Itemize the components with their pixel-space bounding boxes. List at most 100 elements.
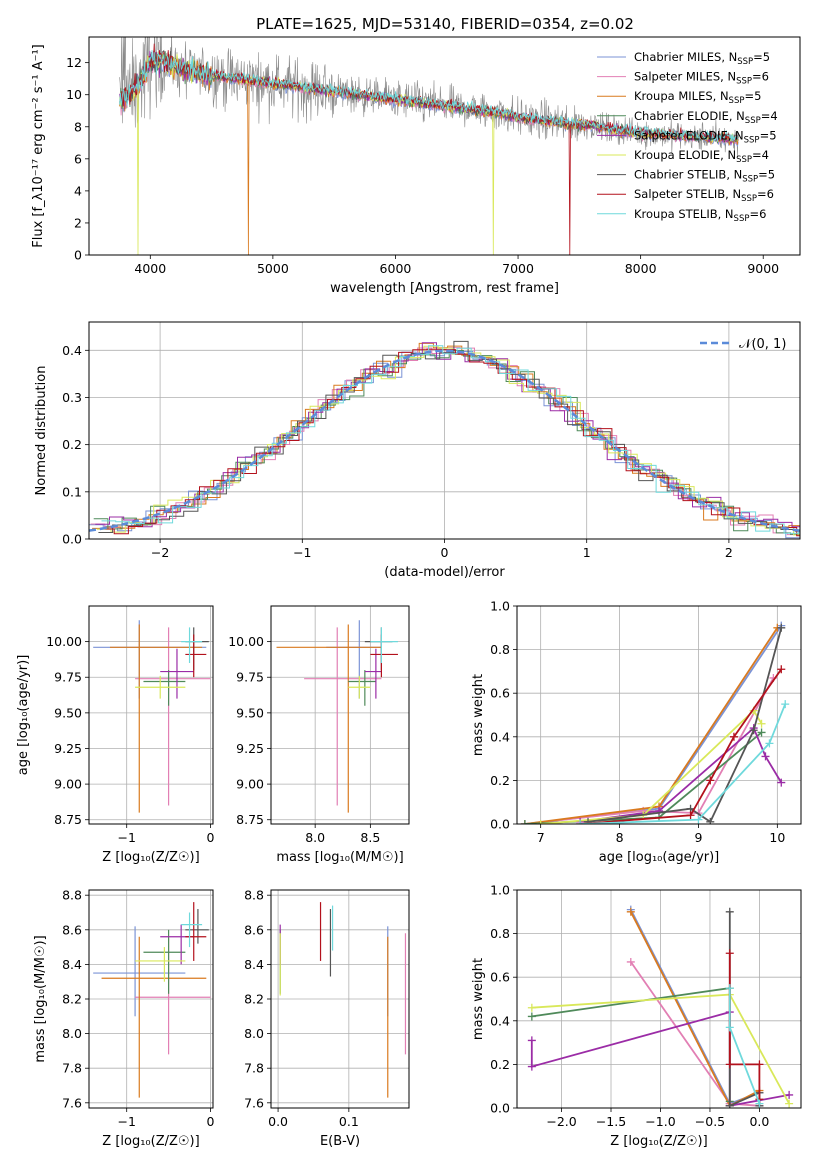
age-vs-mass-xlabel: mass [log₁₀(M/M☉)] [276, 850, 403, 865]
mass-vs-ebv-xtick-label: 0.0 [268, 1114, 288, 1129]
residuals-ytick-label: 0.4 [62, 343, 82, 358]
legend-tail: =5 [760, 128, 777, 142]
age-vs-mass-ytick-label: 9.00 [236, 777, 264, 792]
age-vs-mass-panel: 8.0 8.5 8.75 9.00 9.25 9.50 9.75 10.00 mass [log… [228, 605, 410, 865]
spectrum-panel: 4000 5000 6000 7000 8000 9000 0 2 4 6 8 10 12 wavelen… [31, 36, 801, 296]
spectrum-xtick-label: 8000 [625, 261, 657, 276]
age-vs-Z-xtick-label: 0 [207, 830, 215, 845]
mass-weight-marker [725, 907, 734, 916]
legend-subscript: SSP [745, 116, 761, 126]
mass-vs-ebv-ytick-label: 8.2 [244, 992, 264, 1007]
residual-histogram [90, 347, 800, 536]
spectrum-xlabel: wavelength [Angstrom, rest frame] [330, 281, 559, 296]
age-vs-mass-frame [270, 605, 410, 825]
legend-tail: =6 [757, 187, 774, 201]
mass-weight-marker [584, 817, 592, 824]
mass-weight-vs-age-ylabel: mass weight [471, 674, 486, 756]
age-vs-mass-ytick-label: 9.75 [236, 670, 264, 685]
mass-weight-vs-age-ytick-label: 0.6 [490, 686, 510, 701]
age-vs-mass-xtick-label: 8.0 [305, 830, 325, 845]
legend-label: Kroupa MILES, N [634, 89, 729, 103]
mass-vs-ebv-ytick-label: 8.6 [244, 922, 264, 937]
mass-weight-marker [725, 984, 734, 993]
legend-entry: Kroupa MILES, NSSP=5 [634, 89, 761, 106]
legend-label: Chabrier MILES, N [634, 50, 737, 64]
mass-weight-marker [536, 820, 545, 824]
mass-weight-marker [725, 1060, 734, 1069]
mass-weight-marker [725, 949, 734, 958]
age-vs-mass-plot-area [276, 620, 398, 813]
mass-weight-vs-age-xtick-label: 7 [537, 830, 545, 845]
mass-weight-vs-Z-panel: −2.0 −1.5 −1.0 −0.5 0.0 0.0 0.2 0.4 0.6 0.8 1.0 Z [… [471, 883, 802, 1149]
mass-vs-Z-ytick-label: 8.6 [62, 922, 82, 937]
mass-weight-marker [626, 907, 635, 916]
mass-weight-marker [785, 1099, 794, 1108]
mass-vs-Z-ytick-label: 8.2 [62, 992, 82, 1007]
mass-weight-marker [686, 811, 695, 820]
legend-entry: Kroupa ELODIE, NSSP=4 [634, 148, 769, 165]
mass-weight-marker [777, 623, 786, 632]
spectrum-model-line [119, 49, 739, 144]
age-vs-Z-panel: −1 0 8.75 9.00 9.25 9.50 9.75 10.00 Z [log₁₀(Z/Z… [16, 605, 215, 865]
mass-weight-vs-Z-ytick-label: 0.0 [490, 1101, 510, 1116]
mass-weight-vs-Z-xtick-label: −2.0 [546, 1114, 576, 1129]
normal-legend-label: 𝒩(0, 1) [739, 337, 786, 352]
age-vs-mass-ytick-label: 9.50 [236, 705, 264, 720]
mass-weight-marker [765, 739, 774, 748]
mass-weight-marker [725, 1101, 734, 1108]
mass-weight-line [580, 703, 787, 824]
legend-entry: Chabrier MILES, NSSP=5 [634, 50, 770, 67]
age-vs-Z-ylabel: age [log₁₀(age/yr)] [16, 655, 31, 776]
mass-weight-vs-age-ytick-label: 0.8 [490, 642, 510, 657]
spectrum-xtick-label: 7000 [502, 261, 534, 276]
mass-vs-Z-ylabel: mass [log₁₀(M/M☉)] [33, 935, 48, 1062]
mass-weight-marker [777, 665, 786, 674]
spectrum-xtick-label: 6000 [380, 261, 412, 276]
age-vs-Z-ytick-label: 9.75 [54, 670, 82, 685]
residuals-ytick-label: 0.2 [62, 437, 82, 452]
mass-weight-marker [626, 957, 635, 966]
mass-vs-Z-ytick-label: 7.8 [62, 1061, 82, 1076]
mass-weight-vs-Z-xtick-label: −0.5 [695, 1114, 725, 1129]
spectrum-frame [88, 36, 801, 256]
legend-entry: Salpeter MILES, NSSP=6 [634, 70, 769, 87]
residuals-xtick-label: 1 [583, 545, 591, 560]
mass-weight-vs-Z-ylabel: mass weight [471, 958, 486, 1040]
mass-weight-marker [781, 700, 790, 709]
mass-vs-Z-ytick-label: 7.6 [62, 1095, 82, 1110]
age-vs-mass-ytick-label: 9.25 [236, 741, 264, 756]
residual-histogram [95, 342, 800, 528]
spectrum-ytick-label: 8 [74, 119, 82, 134]
age-vs-Z-xtick-label: −1 [117, 830, 135, 845]
residuals-ytick-label: 0.1 [62, 484, 82, 499]
spectrum-ytick-label: 0 [74, 248, 82, 263]
residuals-ytick-label: 0.0 [62, 532, 82, 547]
legend-tail: =5 [753, 50, 770, 64]
mass-weight-marker [527, 1003, 536, 1012]
residuals-ytick-label: 0.3 [62, 390, 82, 405]
mass-weight-vs-Z-ytick-label: 1.0 [490, 883, 510, 898]
mass-vs-Z-panel: −1 0 7.6 7.8 8.0 8.2 8.4 8.6 8.8 Z [log₁₀(Z/Z☉)] m… [33, 888, 215, 1149]
legend-tail: =6 [749, 207, 766, 221]
mass-weight-marker [729, 732, 738, 741]
spectrum-xtick-label: 4000 [134, 261, 166, 276]
mass-weight-marker [749, 726, 758, 735]
mass-weight-marker [706, 817, 715, 824]
mass-weight-vs-Z-ytick-label: 0.4 [490, 1013, 510, 1028]
age-vs-Z-plot-area [93, 620, 211, 813]
mass-weight-marker [527, 1012, 536, 1021]
legend-subscript: SSP [737, 57, 753, 67]
legend-label: Salpeter STELIB, N [634, 187, 741, 201]
residuals-plot-area [89, 340, 800, 539]
mass-weight-vs-age-plot-area [520, 621, 790, 824]
mass-weight-marker [757, 719, 766, 728]
residual-histogram [101, 345, 800, 534]
mass-vs-Z-plot-area [93, 902, 211, 1098]
mass-weight-vs-age-panel: 7 8 9 10 0.0 0.2 0.4 0.6 0.8 1.0 age [log₁₀(age/yr… [471, 599, 802, 865]
normal-curve [89, 349, 800, 532]
mass-weight-vs-age-xtick-label: 10 [769, 830, 785, 845]
age-vs-mass-xtick-label: 8.5 [360, 830, 380, 845]
mass-weight-marker [527, 1036, 536, 1045]
legend-subscript: SSP [736, 77, 752, 87]
